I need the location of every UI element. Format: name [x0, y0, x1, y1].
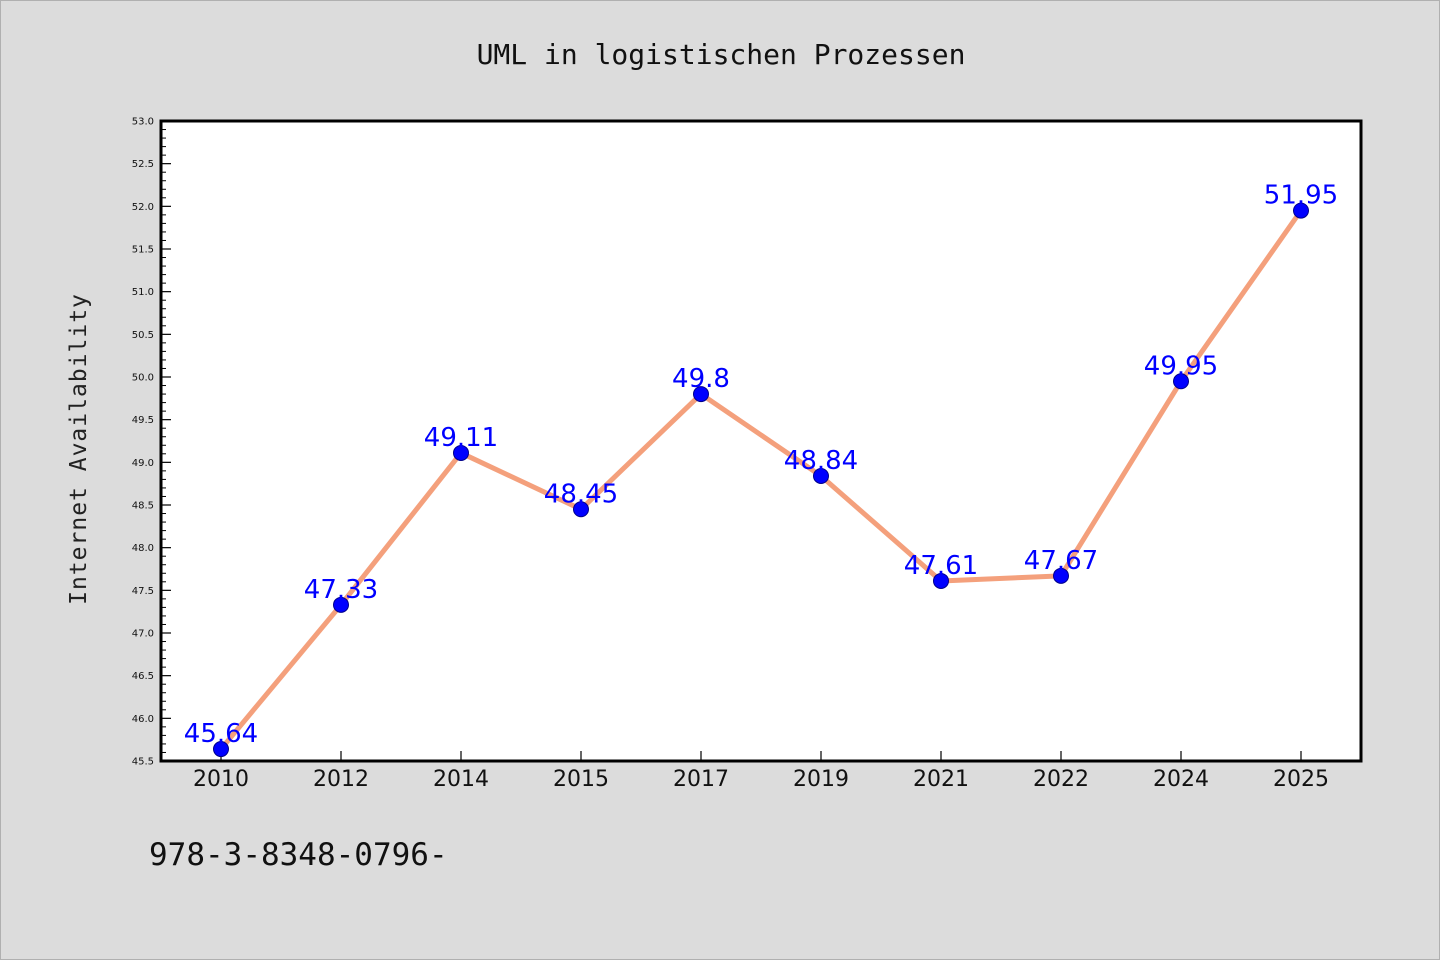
y-tick-label: 52.5: [132, 159, 154, 170]
data-label: 49.8: [672, 364, 730, 394]
x-tick-label: 2012: [313, 767, 369, 792]
plot-frame: [159, 119, 1363, 763]
series-line-group: [218, 208, 1304, 752]
x-tick-label: 2015: [553, 767, 609, 792]
y-axis-label: Internet Availability: [66, 293, 92, 605]
data-point: [813, 467, 829, 484]
data-label: 51.95: [1264, 181, 1338, 211]
data-point: [453, 444, 469, 461]
y-tick-label: 51.0: [132, 287, 154, 298]
data-point: [1173, 373, 1189, 390]
y-tick-label: 47.0: [132, 629, 154, 640]
data-label: 47.67: [1024, 546, 1098, 576]
y-tick-label: 53.0: [132, 117, 154, 128]
x-tick-label: 2025: [1273, 767, 1329, 792]
data-point: [1293, 202, 1309, 219]
y-tick-label: 46.5: [132, 671, 154, 682]
y-tick-label: 52.0: [132, 202, 154, 213]
y-tick-label: 45.5: [132, 757, 154, 768]
x-tick-label: 2017: [673, 767, 729, 792]
data-label: 45.64: [184, 719, 258, 749]
data-point: [693, 386, 709, 403]
x-axis: 2010 2012 2014 2015 2017 2019 2021 2022 2024 2025: [193, 751, 1329, 792]
data-point: [933, 572, 949, 589]
data-label: 49.11: [424, 423, 498, 453]
x-tick-label: 2019: [793, 767, 849, 792]
y-tick-label: 49.5: [132, 415, 154, 426]
y-tick-label: 51.5: [132, 245, 154, 256]
data-point: [333, 596, 349, 613]
y-tick-label: 48.0: [132, 543, 154, 554]
footer-text: 978-3-8348-0796-: [149, 837, 448, 873]
y-tick-label: 48.5: [132, 501, 154, 512]
x-tick-label: 2010: [193, 767, 249, 792]
y-tick-label: 49.0: [132, 458, 154, 469]
data-point: [213, 741, 229, 758]
data-label: 48.84: [784, 446, 858, 476]
x-tick-label: 2024: [1153, 767, 1209, 792]
chart-title: UML in logistischen Prozessen: [477, 38, 966, 71]
y-tick-label: 50.5: [132, 330, 154, 341]
data-point: [573, 501, 589, 518]
x-tick-label: 2021: [913, 767, 969, 792]
data-label: 48.45: [544, 479, 618, 509]
data-label-group: 45.64 47.33 49.11 48.45 49.8 48.84 47.61 47.67 4…: [184, 181, 1338, 749]
y-tick-label: 46.0: [132, 714, 154, 725]
x-tick-label: 2022: [1033, 767, 1089, 792]
series-line: [218, 208, 1304, 752]
plot-area: [161, 121, 1361, 761]
y-tick-label: 50.0: [132, 373, 154, 384]
data-label: 47.33: [304, 575, 378, 605]
marker-group: [213, 202, 1309, 758]
data-label: 49.95: [1144, 351, 1218, 381]
data-label: 47.61: [904, 551, 978, 581]
y-tick-label: 47.5: [132, 586, 154, 597]
x-tick-label: 2014: [433, 767, 489, 792]
data-point: [1053, 567, 1069, 584]
